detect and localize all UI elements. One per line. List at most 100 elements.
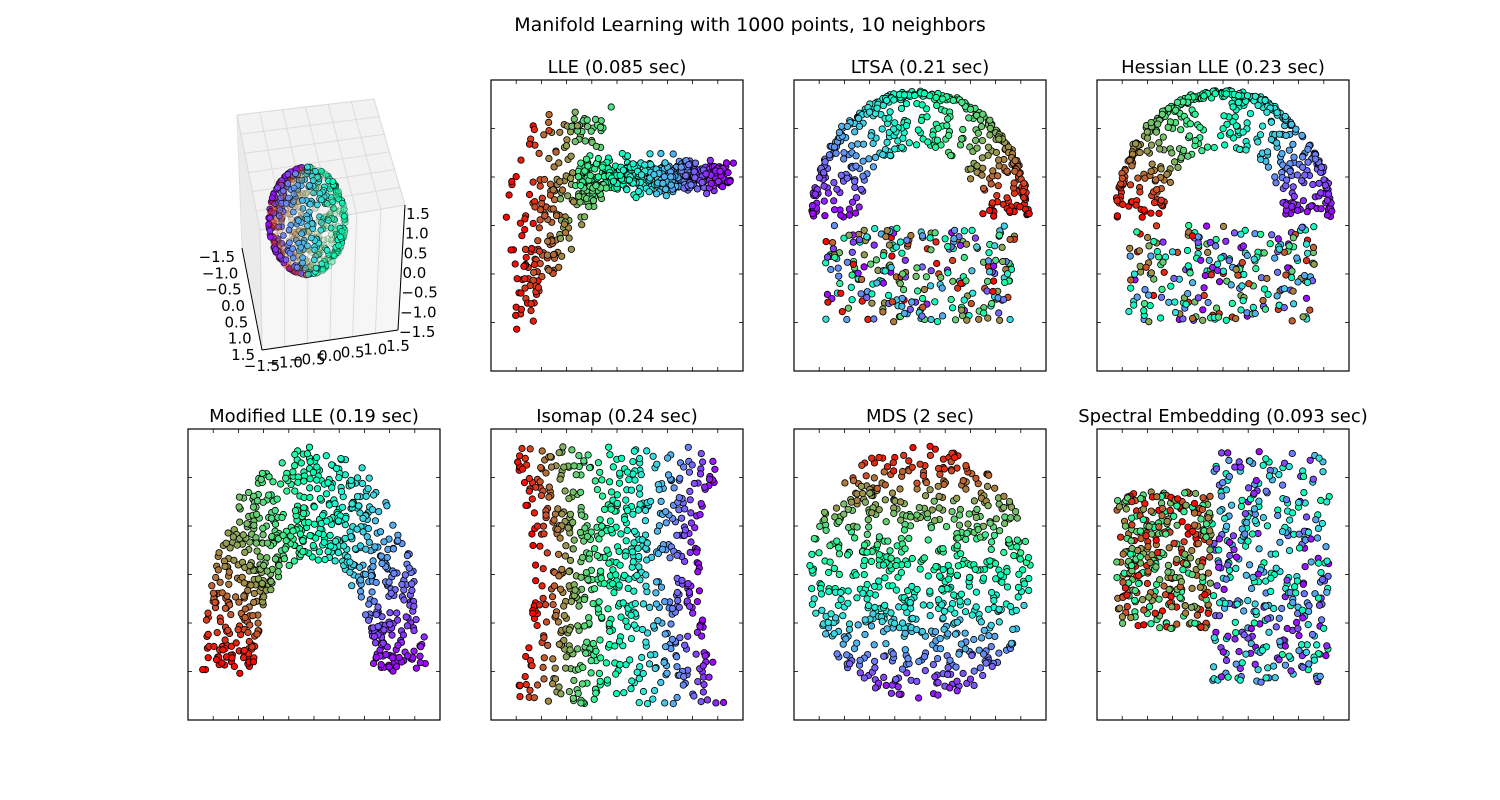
data-point (612, 571, 620, 579)
data-point (651, 664, 659, 673)
data-point (908, 298, 916, 306)
data-point (839, 612, 847, 620)
data-point (567, 245, 576, 253)
data-point (607, 488, 616, 496)
data-point (927, 267, 935, 275)
data-point (1298, 177, 1306, 185)
data-point (541, 601, 550, 609)
data-point (1006, 315, 1014, 324)
data-point (241, 605, 249, 613)
data-point (1189, 279, 1197, 287)
data-point (639, 669, 647, 678)
data-point (326, 531, 334, 540)
data-point (637, 471, 645, 479)
data-point (521, 454, 529, 462)
data-point (318, 196, 325, 203)
data-point (1219, 125, 1227, 133)
data-point (1285, 242, 1293, 250)
data-point (1240, 270, 1248, 279)
data-point (947, 151, 955, 160)
data-point (518, 232, 526, 240)
data-point (325, 214, 333, 222)
data-point (1286, 167, 1294, 175)
data-point (285, 561, 293, 570)
data-point (1153, 247, 1161, 256)
data-point (991, 484, 999, 492)
data-point (822, 315, 830, 323)
data-point (308, 188, 316, 196)
data-point (962, 240, 971, 248)
data-point (581, 137, 589, 145)
data-point (851, 183, 859, 191)
data-point (365, 474, 373, 482)
data-point (299, 547, 307, 556)
figure-title: Manifold Learning with 1000 points, 10 n… (514, 14, 985, 36)
data-point (313, 201, 321, 209)
data-point (895, 690, 903, 698)
data-point (538, 199, 546, 208)
data-point (835, 272, 843, 280)
data-point (999, 257, 1007, 266)
data-point (249, 503, 257, 511)
data-point (275, 561, 283, 570)
data-point (1020, 194, 1028, 202)
data-point (596, 516, 604, 524)
data-point (968, 611, 976, 619)
data-point (1020, 179, 1028, 187)
data-point (1003, 167, 1011, 175)
data-point (355, 563, 364, 571)
data-point (688, 461, 696, 469)
data-point (594, 605, 602, 613)
data-point (253, 497, 261, 505)
data-point (569, 518, 577, 527)
data-point (548, 593, 557, 601)
data-point (628, 548, 637, 556)
data-point (210, 642, 218, 651)
data-point (571, 586, 579, 594)
data-point (984, 605, 993, 613)
data-point (855, 203, 863, 211)
data-point (259, 531, 267, 539)
data-point (649, 622, 658, 630)
data-point (959, 125, 967, 134)
data-point (539, 663, 547, 672)
data-point (374, 603, 382, 611)
data-point (994, 156, 1003, 164)
data-point (907, 231, 915, 240)
data-point (963, 598, 972, 606)
data-point (328, 461, 336, 469)
data-point (585, 555, 593, 563)
data-point (1011, 167, 1019, 175)
data-point (835, 550, 844, 558)
data-point (579, 663, 587, 672)
data-point (247, 581, 255, 589)
data-point (943, 122, 951, 130)
data-point (630, 587, 638, 595)
data-point (820, 197, 828, 205)
data-point (908, 614, 917, 623)
data-point (306, 200, 314, 208)
data-point (860, 226, 868, 234)
data-point (574, 622, 582, 630)
data-point (1223, 120, 1231, 128)
data-point (369, 659, 378, 668)
data-point (955, 511, 964, 519)
data-point (558, 186, 567, 194)
data-point (555, 159, 563, 167)
data-point (331, 225, 339, 233)
data-point (410, 626, 418, 635)
data-point (1204, 143, 1212, 151)
scatter-points (1112, 86, 1336, 326)
data-point (926, 234, 934, 242)
data-point (566, 646, 574, 654)
data-point (690, 479, 698, 488)
data-point (1200, 92, 1208, 100)
data-point (570, 536, 578, 544)
data-point (333, 193, 340, 201)
data-point (861, 498, 869, 506)
data-point (358, 479, 367, 488)
data-point (960, 296, 968, 304)
data-point (1143, 134, 1152, 142)
data-point (689, 609, 697, 617)
data-point (632, 194, 640, 202)
